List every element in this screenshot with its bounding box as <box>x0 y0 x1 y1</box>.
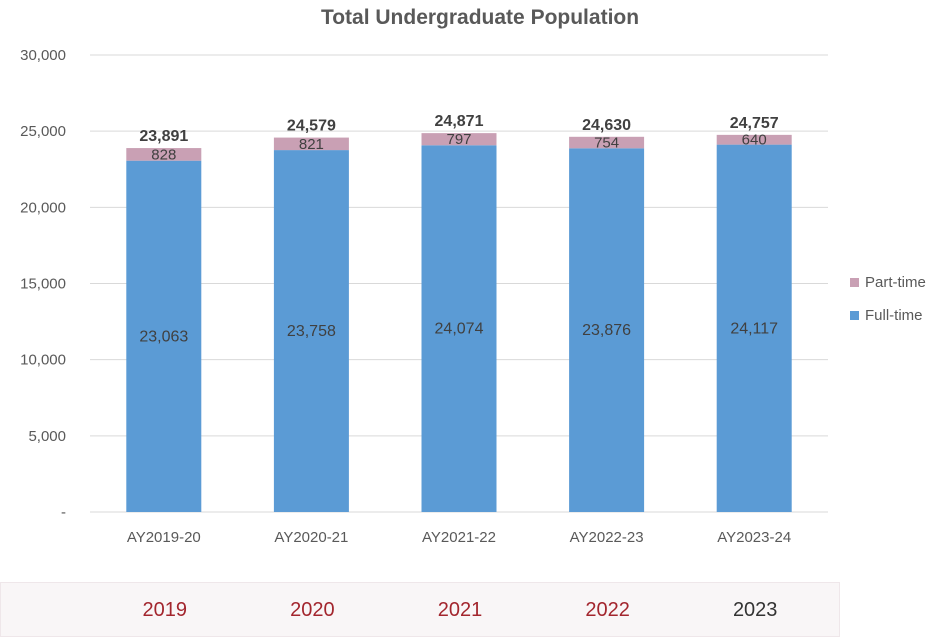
year-label: 2022 <box>585 599 630 621</box>
year-label: 2021 <box>437 599 483 621</box>
part-time-value-label: 754 <box>594 135 619 152</box>
full-time-value-label: 23,758 <box>287 323 336 340</box>
part-time-value-label: 797 <box>446 131 471 148</box>
bar-part-time <box>716 134 792 145</box>
bar-full-time <box>716 144 792 512</box>
chart-title: Total Undergraduate Population <box>321 6 639 29</box>
total-value-label: 23,891 <box>139 128 188 145</box>
year-label: 2019 <box>142 599 188 621</box>
legend-swatch <box>850 278 859 287</box>
bar-part-time <box>126 148 202 161</box>
total-value-label: 24,630 <box>582 117 631 134</box>
y-tick-label: 10,000 <box>20 352 66 369</box>
stacked-bar-chart: Total Undergraduate Population - 5,000 10,… <box>20 6 926 546</box>
bar-full-time <box>273 150 349 512</box>
full-time-value-label: 23,063 <box>139 328 188 345</box>
part-time-value-label: 640 <box>742 132 767 149</box>
legend-label: Part-time <box>865 274 926 291</box>
total-value-label: 24,871 <box>435 113 484 130</box>
bar-part-time <box>273 137 349 151</box>
y-tick-label: 30,000 <box>20 47 66 64</box>
x-tick-label: AY2021-22 <box>422 529 496 546</box>
y-tick-label: 15,000 <box>20 276 66 293</box>
y-tick-label: 20,000 <box>20 199 66 216</box>
x-tick-label: AY2023-24 <box>717 529 791 546</box>
full-time-value-label: 24,117 <box>730 320 778 337</box>
y-tick-label: 25,000 <box>20 123 66 140</box>
bar-part-time <box>569 136 645 149</box>
legend-swatch <box>850 311 859 320</box>
bar-full-time <box>569 148 645 512</box>
year-strip: 2019 2020 2021 2022 2023 <box>0 582 840 637</box>
legend: Part-time Full-time <box>850 274 926 324</box>
bar-full-time <box>126 160 202 512</box>
bar-full-time <box>421 145 497 512</box>
full-time-value-label: 24,074 <box>435 321 484 338</box>
x-tick-label: AY2019-20 <box>127 529 201 546</box>
year-label: 2023 <box>732 599 778 621</box>
part-time-value-label: 828 <box>151 146 176 163</box>
bars <box>126 133 792 512</box>
y-axis: - 5,000 10,000 15,000 20,000 25,000 30,000 <box>20 47 66 521</box>
total-value-label: 24,579 <box>287 118 336 135</box>
year-label: 2020 <box>290 599 335 621</box>
total-value-label: 24,757 <box>730 115 779 132</box>
legend-label: Full-time <box>865 307 923 324</box>
x-tick-label: AY2020-21 <box>274 529 348 546</box>
x-axis: AY2019-20 AY2020-21 AY2021-22 AY2022-23 AY20… <box>127 529 791 546</box>
data-labels: 23,06382823,89123,75882124,57924,0747972… <box>139 113 778 345</box>
full-time-value-label: 23,876 <box>582 322 631 339</box>
y-tick-label: - <box>61 504 66 521</box>
part-time-value-label: 821 <box>299 136 324 153</box>
bar-part-time <box>421 133 497 146</box>
x-tick-label: AY2022-23 <box>570 529 644 546</box>
y-tick-label: 5,000 <box>28 428 66 445</box>
